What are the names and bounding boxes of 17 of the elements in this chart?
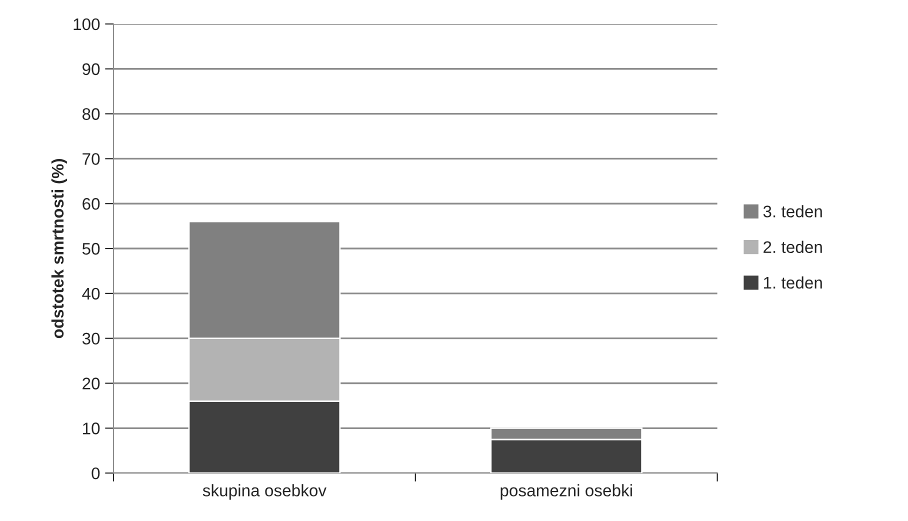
y-tick-label: 30 <box>82 332 100 345</box>
legend-label: 3. teden <box>763 205 822 218</box>
y-tick-label: 60 <box>82 198 100 210</box>
y-tick-label: 0 <box>92 467 100 480</box>
y-tick-label: 80 <box>82 108 100 120</box>
y-tick-label: 70 <box>82 153 100 165</box>
x-tick-label: posamezni osebki <box>500 484 632 500</box>
x-tick-label: skupina osebkov <box>202 484 326 500</box>
y-tick-label: 40 <box>82 288 100 300</box>
y-tick-label: 50 <box>82 242 100 255</box>
legend-label: 1. teden <box>764 276 822 289</box>
y-tick-label: 20 <box>82 378 100 390</box>
y-tick-label: 10 <box>83 422 100 434</box>
y-tick-label: 100 <box>74 18 100 30</box>
legend-label: 2. teden <box>764 240 822 254</box>
y-tick-label: 90 <box>82 63 100 76</box>
y-axis-title: odstotek smrtnosti (%) <box>51 159 67 338</box>
